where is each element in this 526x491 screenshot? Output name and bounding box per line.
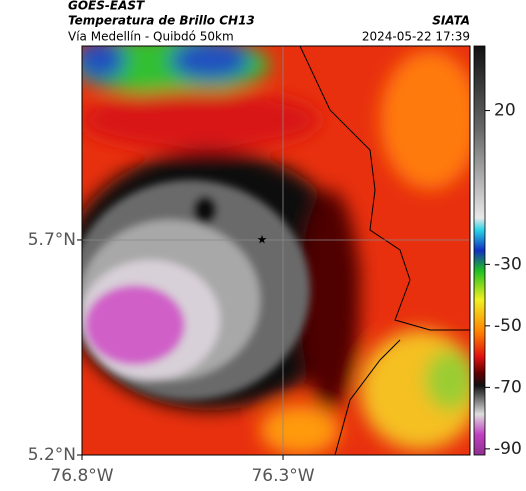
title: GOES-EAST <box>68 0 145 13</box>
region: Vía Medellín - Quibdó 50km <box>68 30 234 44</box>
city-marker: ★ <box>257 233 268 247</box>
lon-tick-label: 76.3°W <box>251 466 314 486</box>
colorbar-tick-label: -70 <box>494 377 522 397</box>
colorbar-tick-label: -90 <box>494 439 522 459</box>
colorbar-tick-label: 20 <box>494 101 516 121</box>
timestamp: 2024-05-22 17:39 <box>362 30 470 44</box>
lon-tick-label: 76.8°W <box>50 466 113 486</box>
lat-tick-label: 5.2°N <box>28 445 76 465</box>
map-frame <box>81 45 471 456</box>
lat-tick-label: 5.7°N <box>28 230 76 250</box>
colorbar-tick-label: -50 <box>494 316 522 336</box>
colorbar <box>473 45 486 456</box>
subtitle: Temperatura de Brillo CH13 <box>68 14 255 28</box>
colorbar-tick-label: -30 <box>494 254 522 274</box>
agency: SIATA <box>432 14 470 28</box>
brightness-field <box>82 46 470 455</box>
